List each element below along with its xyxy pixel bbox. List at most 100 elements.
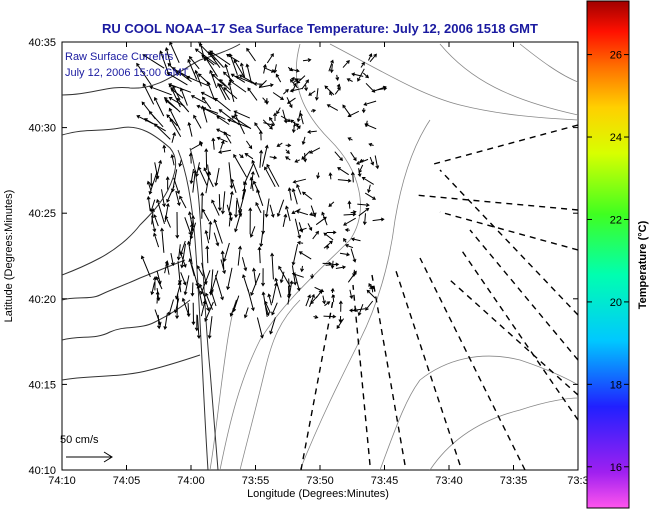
current-vector (154, 162, 160, 180)
plot-area (61, 41, 579, 471)
current-vector (276, 142, 283, 147)
current-vector (259, 149, 264, 168)
current-vector (192, 169, 197, 193)
current-vector (247, 288, 255, 312)
current-vector (189, 222, 197, 240)
current-vector (177, 261, 182, 284)
y-tick-label: 40:35 (28, 37, 56, 49)
current-vector (269, 155, 278, 160)
current-vector (298, 222, 304, 233)
current-vector (264, 198, 270, 218)
current-vector (309, 212, 317, 216)
current-vector (301, 136, 306, 146)
current-vector (188, 55, 200, 70)
current-vector (298, 251, 312, 260)
current-vector (247, 87, 258, 101)
current-vector (284, 156, 291, 161)
current-vector (197, 166, 208, 186)
y-tick-label: 40:20 (28, 294, 56, 306)
current-vector (142, 54, 165, 69)
current-vector (324, 301, 331, 307)
current-vector (251, 159, 260, 178)
y-tick-label: 40:25 (28, 208, 56, 220)
current-vector (166, 72, 188, 86)
current-vector (211, 199, 220, 216)
current-vector (367, 184, 371, 194)
current-vector (226, 267, 233, 291)
current-vector (188, 211, 194, 230)
current-vector (200, 270, 211, 295)
transect-line (439, 169, 578, 316)
current-vector (335, 74, 340, 81)
current-vector (169, 42, 180, 64)
current-vector (289, 87, 303, 93)
current-vector (183, 275, 190, 296)
current-vector (203, 293, 210, 312)
current-vector (347, 200, 352, 209)
current-vector (347, 270, 357, 283)
current-vector (188, 258, 195, 277)
current-vector (150, 282, 155, 296)
current-vector (290, 119, 300, 128)
current-vector (269, 116, 276, 126)
current-vector (168, 97, 185, 107)
current-vector (163, 312, 168, 330)
coastline-segment (62, 354, 201, 381)
x-axis-ticks: 74:10 74:05 74:00 73:55 73:50 73:45 73:40 73:35… (48, 42, 589, 487)
current-vector (302, 58, 312, 63)
current-vector (328, 201, 335, 207)
transect-line (414, 194, 578, 211)
current-vector (190, 282, 195, 297)
current-vector (329, 64, 334, 74)
current-vector (233, 153, 248, 178)
current-vector (350, 171, 355, 183)
current-vector (326, 230, 337, 235)
current-vector (238, 74, 255, 84)
current-vector (357, 203, 370, 207)
y-axis-label: Latitude (Degrees:Minutes) (3, 190, 15, 323)
current-vector (172, 85, 181, 101)
current-vector (196, 315, 201, 339)
current-vector (328, 172, 333, 180)
current-vector (326, 104, 339, 111)
current-vector (342, 59, 350, 68)
x-axis-label: Longitude (Degrees:Minutes) (247, 488, 389, 500)
current-vector (273, 112, 278, 121)
transect-line (449, 279, 578, 396)
x-tick-label: 74:00 (177, 475, 205, 487)
current-vector (368, 282, 372, 288)
current-vector (310, 273, 315, 280)
current-vector (156, 198, 165, 225)
current-vector (287, 187, 292, 201)
current-vector (343, 237, 347, 243)
current-vector (369, 53, 377, 63)
current-vector (274, 277, 282, 298)
current-vector (359, 158, 365, 163)
scale-arrow-head (103, 451, 113, 463)
current-vector (259, 232, 264, 248)
current-vector (234, 200, 239, 219)
colorbar-ticks: 26 24 22 20 18 16 (587, 50, 629, 474)
current-vector (287, 280, 294, 305)
current-vector (250, 273, 261, 296)
current-vector (344, 243, 354, 249)
current-vector (189, 168, 194, 185)
current-vector (222, 242, 230, 263)
current-vector (146, 195, 151, 212)
current-vector (363, 100, 377, 106)
current-vector (214, 167, 220, 187)
current-vector (279, 271, 285, 284)
current-vector (229, 299, 238, 317)
current-vector (301, 191, 313, 200)
current-vector (325, 262, 340, 267)
current-vector (179, 240, 186, 256)
current-vector (223, 87, 238, 100)
current-vector (171, 131, 176, 143)
current-vector (267, 293, 272, 306)
current-vector (261, 268, 266, 287)
current-vector (156, 270, 162, 285)
current-vector (358, 207, 370, 217)
current-vector (191, 265, 200, 287)
current-vector (160, 227, 165, 253)
current-vector (205, 171, 212, 194)
